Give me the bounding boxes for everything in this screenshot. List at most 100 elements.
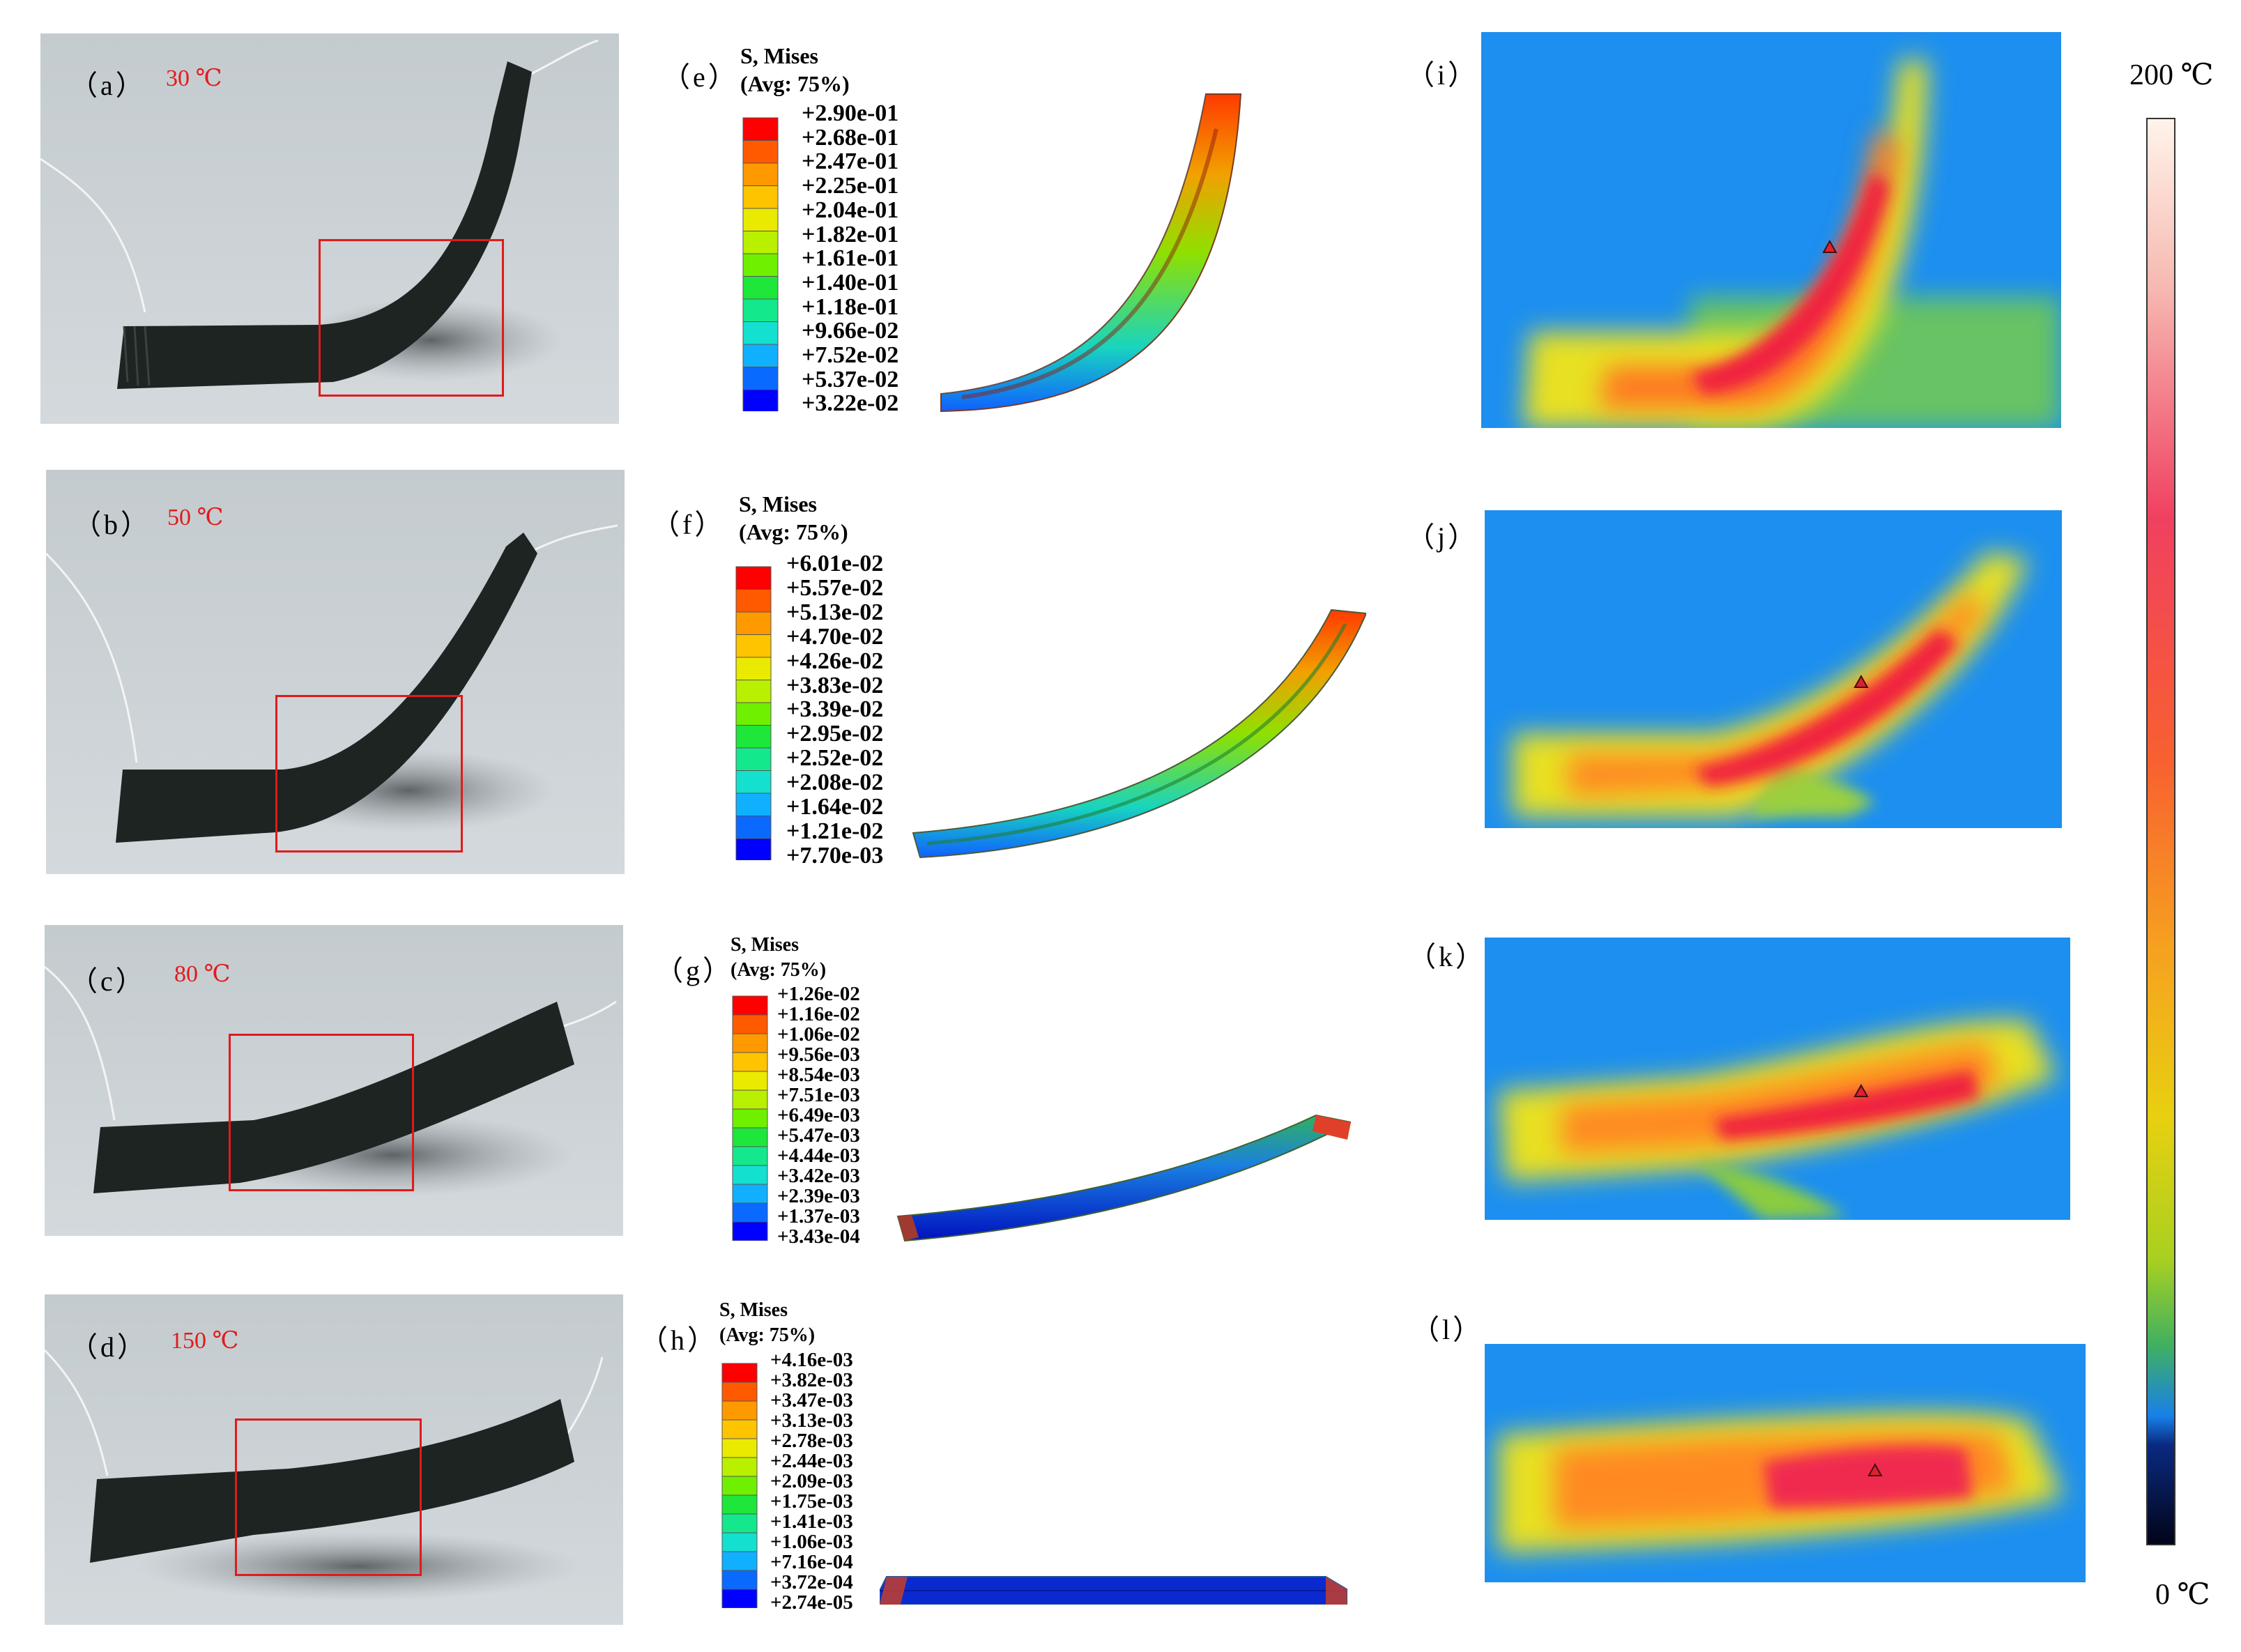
colorbar bbox=[2146, 118, 2175, 1545]
fem-title-line1-h: S, Mises bbox=[719, 1299, 788, 1321]
legend-value: +1.41e-03 bbox=[770, 1510, 853, 1533]
panel-label-b: （b） bbox=[73, 509, 151, 540]
legend-value: +2.74e-05 bbox=[770, 1591, 853, 1614]
panel-label-a: （a） bbox=[70, 70, 146, 101]
legend-value: +2.90e-01 bbox=[802, 100, 899, 126]
legend-swatch bbox=[742, 231, 779, 254]
panel-label-g: （g） bbox=[655, 955, 733, 986]
legend-value: +1.64e-02 bbox=[786, 794, 884, 820]
fem-title-line1-e: S, Mises bbox=[740, 43, 818, 68]
legend-value: +1.40e-01 bbox=[802, 269, 899, 296]
legend-swatch bbox=[735, 793, 772, 816]
legend-value: +6.49e-03 bbox=[777, 1104, 860, 1126]
legend-value: +2.44e-03 bbox=[770, 1450, 853, 1472]
legend-swatch bbox=[732, 1033, 768, 1053]
legend-swatch bbox=[721, 1438, 758, 1458]
photo-panel-a bbox=[40, 33, 619, 424]
legend-swatch bbox=[735, 770, 772, 794]
panel-label-k: （k） bbox=[1408, 941, 1486, 972]
legend-swatch bbox=[735, 816, 772, 839]
fem-legend-swatches-e bbox=[742, 117, 779, 411]
fem-title-g: S, Mises (Avg: 75%) bbox=[731, 933, 826, 983]
legend-swatch bbox=[721, 1476, 758, 1496]
legend-value: +7.70e-03 bbox=[786, 842, 884, 869]
panel-label-e: （e） bbox=[662, 61, 739, 93]
legend-value: +9.56e-03 bbox=[777, 1043, 860, 1066]
legend-value: +5.37e-02 bbox=[802, 366, 899, 392]
legend-swatch bbox=[721, 1494, 758, 1515]
legend-swatch bbox=[732, 1165, 768, 1185]
legend-swatch bbox=[721, 1570, 758, 1590]
legend-value: +3.82e-03 bbox=[770, 1369, 853, 1391]
legend-swatch bbox=[732, 1014, 768, 1034]
legend-value: +3.83e-02 bbox=[786, 672, 884, 698]
legend-swatch bbox=[742, 185, 779, 209]
legend-value: +5.47e-03 bbox=[777, 1124, 860, 1147]
thermal-image-k bbox=[1485, 938, 2070, 1220]
legend-swatch bbox=[742, 344, 779, 367]
legend-value: +1.06e-02 bbox=[777, 1023, 860, 1046]
fem-legend-swatches-g bbox=[732, 995, 768, 1241]
legend-swatch bbox=[732, 1184, 768, 1204]
legend-swatch bbox=[721, 1589, 758, 1608]
legend-value: +1.82e-01 bbox=[802, 221, 899, 247]
legend-value: +1.26e-02 bbox=[777, 983, 860, 1005]
legend-value: +1.37e-03 bbox=[777, 1205, 860, 1227]
panel-label-d: （d） bbox=[70, 1331, 148, 1363]
legend-swatch bbox=[735, 634, 772, 658]
legend-swatch bbox=[735, 680, 772, 703]
legend-swatch bbox=[721, 1551, 758, 1571]
legend-value: +1.16e-02 bbox=[777, 1003, 860, 1025]
panel-label-l: （l） bbox=[1412, 1314, 1484, 1345]
legend-value: +1.75e-03 bbox=[770, 1490, 853, 1513]
panel-label-i: （i） bbox=[1407, 59, 1479, 91]
colorbar-max-label: 200 ℃ bbox=[2129, 59, 2214, 91]
fem-title-line2-g: (Avg: 75%) bbox=[731, 959, 827, 981]
legend-swatch bbox=[732, 1146, 768, 1166]
legend-swatch bbox=[735, 566, 772, 590]
legend-value: +2.09e-03 bbox=[770, 1470, 853, 1492]
legend-value: +1.61e-01 bbox=[802, 245, 899, 272]
legend-swatch bbox=[742, 321, 779, 345]
legend-value: +3.43e-04 bbox=[777, 1225, 860, 1248]
fem-model-h bbox=[880, 1570, 1354, 1605]
legend-swatch bbox=[735, 657, 772, 680]
legend-swatch bbox=[735, 589, 772, 613]
panel-label-f: （f） bbox=[652, 509, 726, 540]
legend-value: +3.72e-04 bbox=[770, 1571, 853, 1593]
legend-value: +3.39e-02 bbox=[786, 696, 884, 723]
legend-value: +4.70e-02 bbox=[786, 623, 884, 650]
fem-title-f: S, Mises (Avg: 75%) bbox=[739, 490, 848, 546]
legend-value: +3.47e-03 bbox=[770, 1389, 853, 1412]
legend-swatch bbox=[721, 1363, 758, 1383]
legend-value: +3.22e-02 bbox=[802, 390, 899, 417]
legend-swatch bbox=[732, 1052, 768, 1072]
thermal-image-j bbox=[1485, 510, 2062, 828]
temperature-label-b: 50 ℃ bbox=[167, 505, 224, 530]
thermal-image-i bbox=[1481, 32, 2061, 428]
legend-value: +7.52e-02 bbox=[802, 342, 899, 368]
legend-swatch bbox=[721, 1382, 758, 1402]
legend-value: +2.04e-01 bbox=[802, 197, 899, 223]
legend-swatch bbox=[742, 117, 779, 141]
fem-model-g bbox=[891, 1112, 1351, 1244]
photo-panel-c bbox=[45, 925, 623, 1236]
legend-swatch bbox=[742, 162, 779, 186]
legend-value: +5.13e-02 bbox=[786, 599, 884, 625]
legend-value: +3.42e-03 bbox=[777, 1165, 860, 1187]
legend-swatch bbox=[721, 1532, 758, 1552]
legend-swatch bbox=[735, 725, 772, 749]
legend-value: +2.47e-01 bbox=[802, 148, 899, 175]
highlight-box-a bbox=[319, 239, 504, 397]
legend-value: +2.39e-03 bbox=[777, 1185, 860, 1207]
legend-value: +7.51e-03 bbox=[777, 1084, 860, 1106]
legend-value: +7.16e-04 bbox=[770, 1551, 853, 1573]
photo-panel-b bbox=[46, 470, 625, 874]
fem-legend-swatches-h bbox=[721, 1363, 758, 1608]
legend-value: +6.01e-02 bbox=[786, 551, 884, 576]
legend-value: +2.52e-02 bbox=[786, 745, 884, 772]
legend-value: +2.78e-03 bbox=[770, 1430, 853, 1452]
fem-title-line1-g: S, Mises bbox=[731, 934, 799, 956]
legend-value: +1.18e-01 bbox=[802, 293, 899, 320]
fem-title-line2-f: (Avg: 75%) bbox=[739, 519, 848, 544]
